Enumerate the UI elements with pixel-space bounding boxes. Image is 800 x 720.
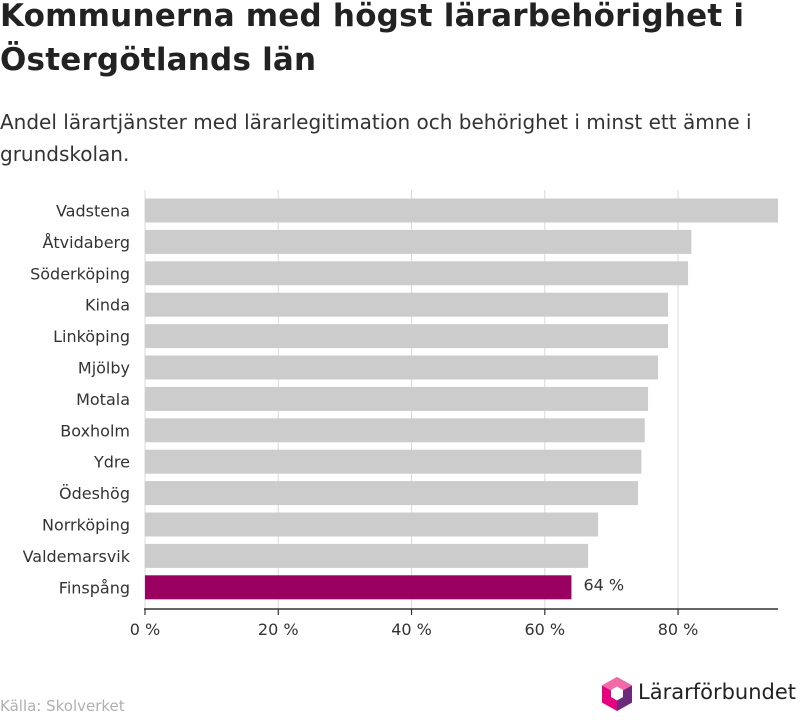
category-label-10: Norrköping xyxy=(42,516,130,535)
category-label-2: Söderköping xyxy=(30,264,130,283)
x-tick-label-4: 80 % xyxy=(658,620,699,639)
category-label-1: Åtvidaberg xyxy=(42,233,130,252)
category-label-0: Vadstena xyxy=(56,202,130,221)
x-tick-label-2: 40 % xyxy=(391,620,432,639)
logo-text: Lärarförbundet xyxy=(638,680,797,704)
x-tick-label-1: 20 % xyxy=(258,620,299,639)
bar-10 xyxy=(145,512,599,537)
logo-hexagon-icon xyxy=(602,677,632,711)
category-label-4: Linköping xyxy=(53,327,130,346)
bar-11 xyxy=(145,543,589,568)
bar-3 xyxy=(145,292,669,317)
category-label-3: Kinda xyxy=(85,296,130,315)
category-label-5: Mjölby xyxy=(78,359,130,378)
category-label-12: Finspång xyxy=(59,578,130,597)
bar-9 xyxy=(145,481,639,506)
x-tick-label-3: 60 % xyxy=(524,620,565,639)
category-label-8: Ydre xyxy=(93,453,130,472)
bar-12 xyxy=(145,575,572,600)
bar-chart: Vadstena Åtvidaberg Söderköping Kinda Linköp… xyxy=(23,190,778,639)
category-label-9: Ödeshög xyxy=(59,484,130,503)
category-label-6: Motala xyxy=(76,390,130,409)
bar-8 xyxy=(145,449,642,474)
bar-6 xyxy=(145,386,649,411)
bar-1 xyxy=(145,229,692,254)
bar-4 xyxy=(145,324,669,349)
bar-0 xyxy=(145,198,778,223)
chart-subtitle: Andel lärartjänster med lärarlegitimatio… xyxy=(0,110,752,166)
x-tick-label-0: 0 % xyxy=(130,620,160,639)
chart-title: Kommunerna med högst lärarbehörighet i Ö… xyxy=(0,0,745,78)
bar-7 xyxy=(145,418,645,443)
category-label-7: Boxholm xyxy=(60,421,130,440)
data-label-12: 64 % xyxy=(583,575,624,594)
bar-2 xyxy=(145,261,689,286)
bar-5 xyxy=(145,355,659,380)
category-label-11: Valdemarsvik xyxy=(23,547,131,566)
lararforbundet-logo: Lärarförbundet xyxy=(600,676,797,714)
source-note: Källa: Skolverket xyxy=(0,697,125,715)
